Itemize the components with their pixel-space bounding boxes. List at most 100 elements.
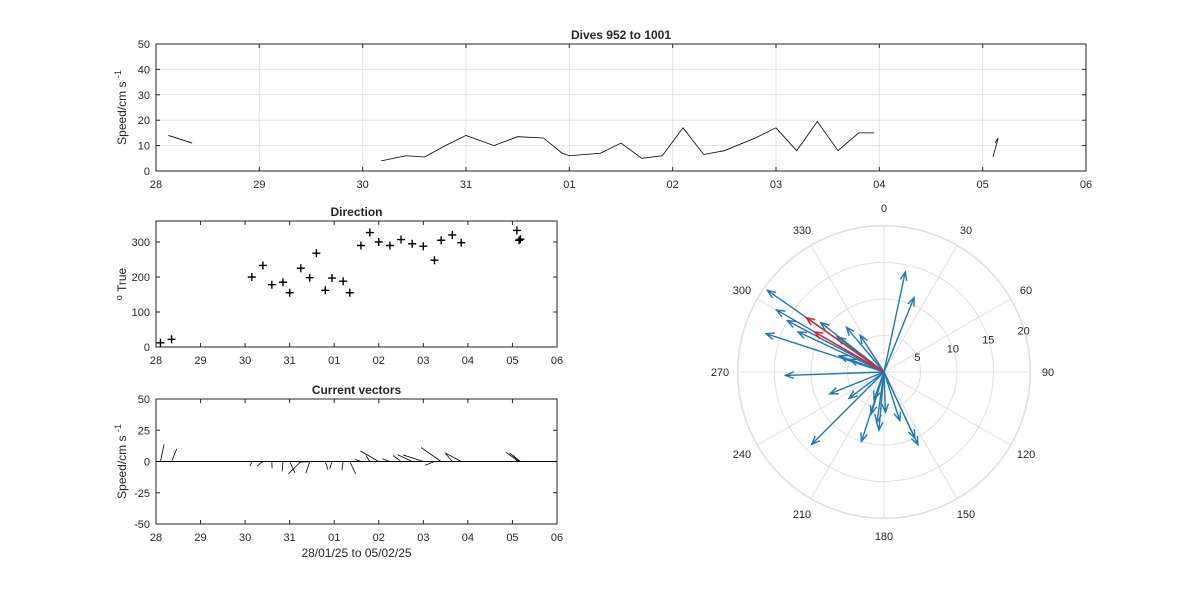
direction-point — [285, 288, 294, 297]
compass-spoke — [883, 298, 1011, 373]
compass: 0 30 60 90 120 150 180 210 240 270 300 330 5 10 15 20 — [711, 203, 1054, 543]
direction-ylabel: o True — [114, 268, 129, 301]
compass-vector-head — [774, 309, 786, 318]
compass-vector-head — [873, 390, 881, 402]
vectors-xtick-label: 31 — [284, 532, 296, 544]
compass-angle-label: 30 — [960, 225, 972, 237]
compass-vector — [797, 331, 885, 373]
direction-point — [430, 256, 439, 265]
compass-spoke — [883, 371, 1011, 446]
vector-stick — [382, 458, 391, 462]
compass-vector — [883, 271, 906, 373]
vectors-xtick-label: 05 — [506, 532, 518, 544]
vector-stick — [360, 450, 379, 462]
compass-radius-label: 5 — [914, 352, 920, 364]
speed-xtick-label: 06 — [1080, 179, 1092, 191]
speed-ytick-label: 40 — [138, 64, 150, 76]
compass-vector-head — [810, 435, 821, 446]
compass-latest-vector — [814, 331, 885, 373]
compass-vector — [820, 322, 885, 373]
vector-stick — [341, 461, 344, 471]
compass-angle-label: 150 — [957, 509, 975, 521]
vector-stick — [444, 452, 462, 462]
compass-vector-head — [910, 435, 919, 447]
vectors-xtick-label: 02 — [373, 532, 385, 544]
compass-vector-head — [819, 321, 830, 331]
vector-stick — [354, 458, 362, 462]
direction-point — [258, 261, 267, 270]
vector-stick — [397, 454, 413, 462]
direction-xtick-label: 04 — [462, 355, 474, 367]
vector-stick — [329, 461, 333, 469]
compass-spoke — [757, 371, 885, 446]
compass-vector-head — [765, 289, 777, 299]
compass-vector-head — [847, 390, 858, 400]
vectors-title: Current vectors — [312, 383, 402, 397]
direction-xtick-label: 31 — [284, 355, 296, 367]
direction-point — [321, 286, 330, 295]
compass-vector-head — [837, 354, 849, 363]
speed-ytick-label: 10 — [138, 141, 150, 153]
compass-spoke — [883, 245, 958, 373]
compass-outer-ring — [736, 224, 1032, 520]
direction-xtick-label: 30 — [239, 355, 251, 367]
compass-vector-head — [875, 421, 884, 433]
vector-stick — [288, 461, 302, 475]
speed-xtick-label: 01 — [563, 179, 575, 191]
compass-angle-label: 90 — [1042, 367, 1054, 379]
direction-xtick-label: 01 — [328, 355, 340, 367]
compass-vector — [848, 371, 885, 399]
direction-point — [167, 335, 176, 344]
speed-title: Dives 952 to 1001 — [571, 28, 671, 42]
vectors-axes: 28 29 30 31 01 02 03 04 05 06 50 25 0 -25 -50 Current v… — [113, 383, 563, 560]
direction-point — [305, 273, 314, 282]
vector-stick — [305, 461, 311, 474]
vector-stick — [445, 453, 453, 462]
compass-vector-head — [785, 319, 797, 328]
compass-angle-label: 300 — [733, 285, 751, 297]
direction-point — [365, 228, 374, 237]
speed-xtick-label: 29 — [253, 179, 265, 191]
compass-vector-head — [796, 331, 808, 339]
direction-point — [408, 239, 417, 248]
compass-angle-label: 0 — [881, 203, 887, 215]
vectors-ytick-label: 50 — [138, 394, 150, 406]
direction-point — [296, 264, 305, 273]
vectors-xtick-label: 01 — [328, 532, 340, 544]
vector-stick — [349, 461, 356, 475]
compass-vector-head — [764, 332, 776, 340]
vector-stick — [420, 447, 442, 462]
direction-xtick-label: 03 — [417, 355, 429, 367]
vector-stick — [505, 451, 520, 462]
direction-ytick-label: 300 — [132, 237, 150, 249]
vector-stick — [289, 461, 296, 473]
direction-ytick-label: 100 — [132, 307, 150, 319]
vectors-xlabel: 28/01/25 to 05/02/25 — [301, 546, 411, 560]
direction-point — [345, 288, 354, 297]
compass-vector — [883, 371, 901, 421]
compass-angle-label: 270 — [711, 367, 729, 379]
direction-point — [278, 278, 287, 287]
compass-angle-label: 240 — [733, 449, 751, 461]
compass-vector — [883, 297, 915, 373]
direction-xtick-label: 28 — [150, 355, 162, 367]
compass-vector — [883, 371, 887, 413]
vector-stick — [509, 452, 521, 462]
speed-xtick-label: 30 — [357, 179, 369, 191]
compass-spoke — [810, 245, 885, 373]
direction-xtick-label: 02 — [373, 355, 385, 367]
compass-vector-head — [881, 403, 890, 415]
direction-axes: 28 29 30 31 01 02 03 04 05 06 0 100 200 300 Direction o… — [114, 205, 563, 367]
direction-point — [267, 280, 276, 289]
speed-series-line — [168, 135, 193, 144]
speed-series-line — [775, 120, 875, 152]
direction-point — [247, 273, 256, 281]
compass-vector-head — [893, 411, 902, 423]
compass-vector — [883, 371, 919, 446]
direction-point — [327, 274, 336, 283]
speed-series-line — [381, 127, 777, 162]
vector-stick — [392, 455, 402, 462]
direction-point — [156, 338, 165, 347]
direction-point — [356, 241, 365, 250]
